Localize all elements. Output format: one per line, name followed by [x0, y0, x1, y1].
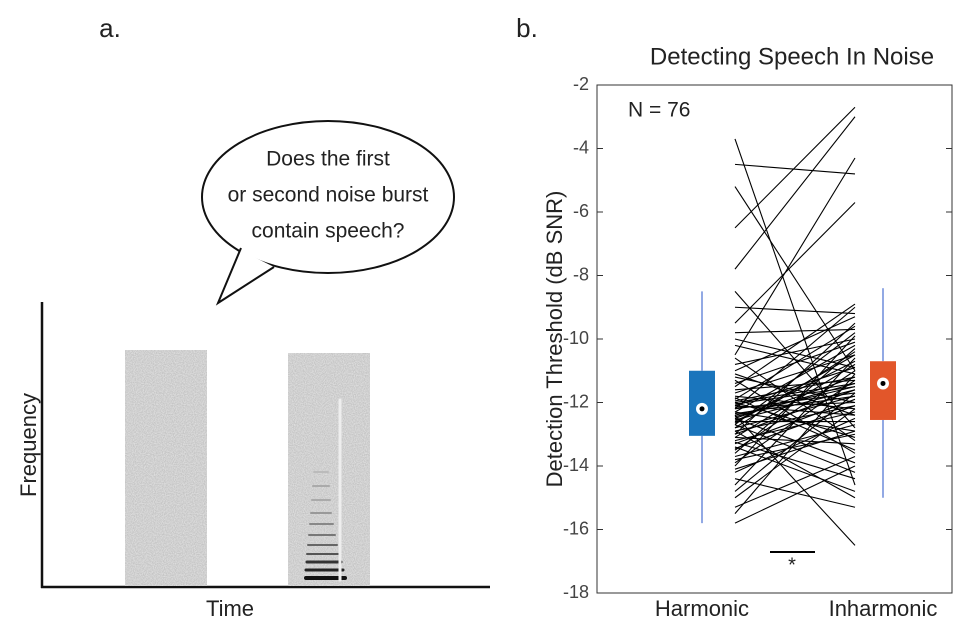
pair-line: [734, 424, 856, 458]
axis-label: Time: [206, 596, 254, 621]
y-tick-label: -10: [563, 328, 589, 348]
pair-line: [734, 186, 856, 372]
pair-line: [734, 373, 856, 514]
y-tick-label: -12: [563, 391, 589, 411]
pair-line: [734, 455, 856, 508]
y-tick-label: -4: [573, 137, 589, 157]
pair-line: [734, 379, 856, 391]
pair-line: [734, 106, 856, 229]
pair-line: [734, 316, 856, 372]
pair-line: [734, 335, 856, 467]
significance-marker: *: [788, 554, 796, 576]
pair-line: [734, 303, 856, 388]
pair-line: [734, 163, 856, 175]
pair-line: [734, 441, 856, 480]
y-tick-label: -14: [563, 455, 589, 475]
chart-title: Detecting Speech In Noise: [650, 43, 934, 70]
pair-line: [734, 367, 856, 407]
pair-line: [734, 433, 856, 461]
median-dot: [699, 406, 705, 412]
y-axis-label: Detection Threshold (dB SNR): [542, 191, 567, 488]
bubble-text: Does the first: [266, 148, 390, 171]
x-tick-label: Inharmonic: [829, 596, 938, 621]
y-tick-label: -18: [563, 582, 589, 602]
y-tick-label: -8: [573, 264, 589, 284]
bubble-tail-fill: [218, 250, 272, 303]
median-dot: [880, 380, 886, 386]
panel-label: b.: [516, 13, 538, 43]
bubble-text: or second noise burst: [228, 184, 429, 207]
noise-texture: [125, 350, 207, 586]
speech-bubble: [201, 120, 455, 274]
pair-line: [734, 465, 856, 524]
pair-line: [734, 341, 856, 384]
annotation: N = 76: [628, 99, 690, 122]
pair-line: [734, 357, 856, 442]
box: [870, 361, 896, 420]
pair-line: [734, 408, 856, 499]
y-tick-label: -2: [573, 74, 589, 94]
bubble-text: contain speech?: [252, 220, 405, 243]
pair-line: [734, 405, 856, 450]
plot-frame: [596, 84, 953, 594]
pair-line: [734, 338, 856, 365]
pair-line: [734, 430, 856, 499]
pair-line: [734, 430, 856, 470]
pair-line: [734, 389, 856, 421]
pair-line: [734, 328, 856, 334]
pair-line: [734, 306, 856, 315]
y-tick-label: -6: [573, 201, 589, 221]
noise-texture: [288, 353, 370, 586]
pair-line: [734, 322, 856, 435]
y-tick-label: -16: [563, 518, 589, 538]
pair-line: [734, 157, 856, 356]
pair-line: [734, 373, 856, 416]
pair-line: [734, 401, 856, 438]
pair-line: [734, 397, 856, 451]
pair-line: [734, 338, 856, 369]
pair-line: [734, 202, 856, 324]
bubble-tail: [215, 247, 275, 306]
axis-label: Frequency: [16, 393, 41, 497]
pair-line: [734, 344, 856, 375]
pair-line: [734, 392, 856, 492]
panel-label: a.: [99, 13, 121, 43]
pair-line: [734, 446, 856, 492]
pair-line: [734, 370, 856, 451]
pair-line: [734, 306, 856, 410]
x-tick-label: Harmonic: [655, 596, 749, 621]
pair-line: [734, 376, 856, 402]
pair-line: [734, 116, 856, 270]
pair-line: [734, 357, 856, 486]
speech-formants: [304, 398, 347, 582]
